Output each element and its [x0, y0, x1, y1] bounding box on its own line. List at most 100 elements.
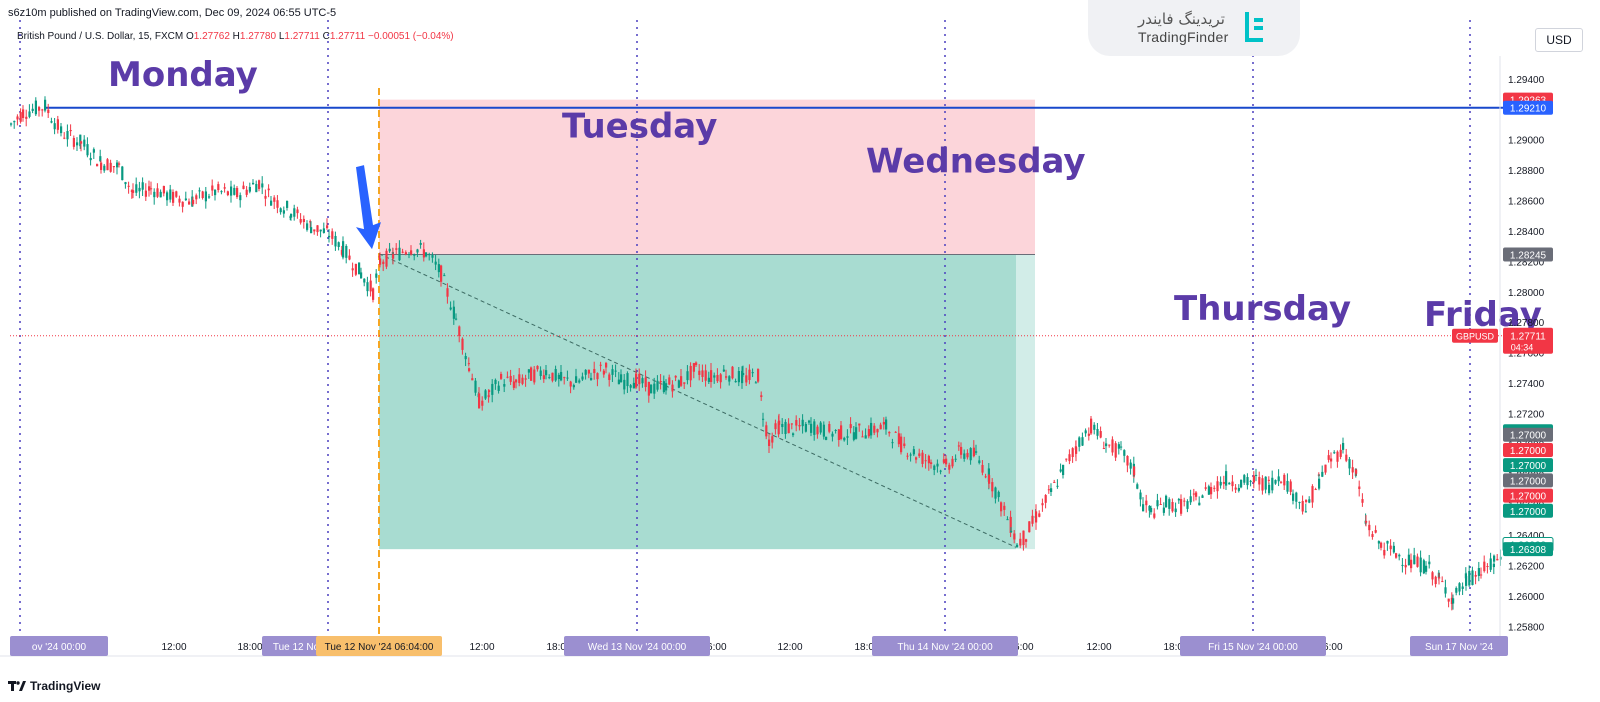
candle-body	[135, 184, 138, 193]
candle-body	[1136, 484, 1139, 489]
candle-body	[413, 254, 416, 256]
price-tag-label: 1.26308	[1510, 545, 1547, 556]
candle-body	[474, 380, 477, 393]
candle-body	[130, 190, 133, 192]
candle-body	[366, 282, 369, 292]
x-tick-label: 06:00	[701, 642, 726, 653]
currency-button[interactable]: USD	[1535, 28, 1583, 52]
candle-body	[936, 463, 939, 467]
candle-body	[737, 371, 740, 383]
candle-body	[762, 418, 765, 420]
candle-body	[437, 264, 440, 273]
candle-body	[1413, 555, 1416, 565]
candle-body	[560, 371, 563, 381]
candle-body	[1047, 489, 1050, 491]
candle-body	[611, 369, 614, 375]
candle-body	[198, 190, 201, 192]
candle-body	[1345, 454, 1348, 461]
candle-body	[1383, 549, 1386, 556]
candle-body	[731, 366, 734, 379]
low-label: L	[278, 31, 285, 42]
candle-body	[921, 452, 924, 464]
candle-body	[1068, 454, 1071, 462]
candle-body	[1477, 568, 1480, 576]
candle-body	[60, 126, 63, 134]
candle-body	[754, 382, 757, 384]
candle-body	[56, 119, 59, 130]
candle-body	[1071, 448, 1074, 458]
candle-body	[933, 465, 936, 471]
candle-body	[372, 288, 375, 300]
candle-body	[644, 377, 647, 388]
candle-body	[63, 137, 66, 139]
candle-body	[1280, 481, 1283, 483]
y-tick-label: 1.28200	[1508, 257, 1545, 268]
y-tick-label: 1.29000	[1508, 136, 1545, 147]
candle-body	[392, 254, 395, 259]
candle-body	[1050, 488, 1053, 492]
candle-body	[72, 137, 75, 147]
candle-body	[382, 261, 385, 265]
candle-body	[790, 423, 793, 425]
candle-body	[1150, 507, 1153, 513]
candle-body	[900, 436, 903, 453]
symbol-name[interactable]: British Pound / U.S. Dollar, 15, FXCM	[17, 31, 184, 42]
price-tag-box	[1503, 488, 1553, 503]
candle-body	[326, 225, 329, 229]
candle-body	[100, 162, 103, 170]
candle-body	[1434, 576, 1437, 585]
candle-body	[195, 195, 198, 200]
candle-body	[494, 379, 497, 385]
x-tick-label: 06:00	[1008, 642, 1033, 653]
candle-body	[1330, 458, 1333, 462]
candle-body	[1240, 479, 1243, 488]
candle-body	[1483, 561, 1486, 572]
candle-body	[1195, 492, 1198, 497]
candle-body	[1308, 499, 1311, 503]
candle-body	[945, 458, 948, 465]
candle-body	[13, 121, 16, 123]
candle-body	[86, 144, 89, 156]
candle-body	[239, 195, 242, 201]
tradingview-footer[interactable]: TradingView	[8, 679, 100, 693]
current-symbol-label: GBPUSD	[1456, 332, 1495, 342]
candle-body	[988, 475, 991, 484]
time-badge-label: Thu 14 Nov '24 00:00	[897, 642, 993, 653]
x-tick-label: 06:00	[1317, 642, 1342, 653]
candle-body	[1126, 456, 1129, 466]
candle-body	[997, 491, 1000, 498]
candle-body	[1410, 559, 1413, 569]
candle-body	[214, 189, 217, 196]
candle-body	[144, 190, 147, 197]
candle-body	[211, 185, 214, 191]
take-profit-zone	[379, 254, 1016, 550]
candle-body	[1120, 446, 1123, 448]
candle-body	[255, 184, 258, 193]
candle-body	[217, 184, 220, 190]
candle-body	[1246, 477, 1249, 486]
candle-body	[89, 157, 92, 161]
candle-body	[401, 251, 404, 253]
candle-body	[840, 425, 843, 439]
candle-body	[1210, 487, 1213, 495]
candle-body	[416, 249, 419, 253]
candle-body	[1123, 450, 1126, 456]
candle-body	[99, 156, 102, 162]
candle-body	[695, 362, 698, 366]
candle-body	[162, 185, 165, 194]
candle-body	[1444, 587, 1447, 594]
candle-body	[828, 423, 831, 432]
candle-body	[1348, 459, 1351, 469]
candle-body	[915, 457, 918, 460]
candle-body	[360, 272, 363, 279]
price-tag-box	[1503, 473, 1553, 488]
candle-body	[1225, 471, 1228, 486]
candle-body	[837, 429, 840, 440]
candle-body	[1389, 545, 1392, 550]
candle-body	[1168, 499, 1171, 509]
candle-body	[888, 431, 891, 434]
candle-body	[1016, 544, 1019, 548]
candle-body	[118, 163, 121, 165]
candle-body	[83, 139, 86, 147]
